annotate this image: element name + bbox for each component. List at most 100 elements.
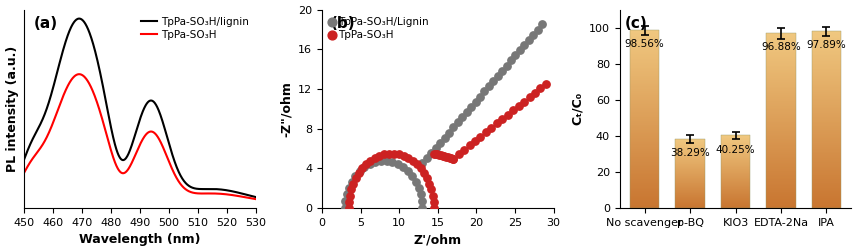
- Bar: [721, 172, 751, 173]
- Bar: [812, 205, 842, 206]
- Bar: [675, 141, 704, 142]
- Bar: [721, 170, 751, 171]
- Bar: [630, 141, 659, 142]
- Bar: [675, 203, 704, 204]
- Bar: [812, 197, 842, 198]
- TpPa-SO₃H: [440, 155, 453, 159]
- Bar: [766, 204, 796, 205]
- Bar: [721, 141, 751, 142]
- Bar: [630, 165, 659, 166]
- Bar: [766, 90, 796, 91]
- Bar: [721, 199, 751, 200]
- Bar: [812, 90, 842, 91]
- Bar: [766, 135, 796, 136]
- Bar: [766, 160, 796, 161]
- Bar: [766, 55, 796, 56]
- Bar: [812, 96, 842, 97]
- Bar: [812, 49, 842, 50]
- Bar: [675, 181, 704, 182]
- Bar: [812, 104, 842, 105]
- Bar: [766, 33, 796, 208]
- Bar: [766, 57, 796, 58]
- Bar: [721, 194, 751, 195]
- TpPa-SO₃H/Lignin: [518, 43, 531, 47]
- Bar: [812, 36, 842, 37]
- Bar: [630, 180, 659, 181]
- TpPa-SO₃H: [417, 171, 431, 175]
- Bar: [630, 163, 659, 164]
- Bar: [812, 59, 842, 60]
- Bar: [766, 183, 796, 184]
- TpPa-SO₃H: [506, 108, 520, 112]
- Bar: [721, 150, 751, 151]
- Bar: [630, 79, 659, 80]
- Bar: [766, 88, 796, 89]
- Bar: [721, 160, 751, 161]
- Bar: [721, 178, 751, 179]
- Bar: [812, 69, 842, 70]
- Bar: [630, 153, 659, 154]
- Bar: [766, 141, 796, 142]
- Text: (a): (a): [33, 16, 57, 30]
- Bar: [812, 57, 842, 58]
- TpPa-SO₃H: [352, 171, 366, 175]
- Bar: [721, 169, 751, 170]
- TpPa-SO₃H: [349, 176, 363, 180]
- Bar: [630, 171, 659, 172]
- Bar: [721, 155, 751, 156]
- Bar: [766, 109, 796, 110]
- TpPa-SO₃H: [74, 73, 84, 76]
- Bar: [630, 82, 659, 83]
- Bar: [812, 134, 842, 135]
- TpPa-SO₃H/lignin: [33, 127, 44, 130]
- TpPa-SO₃H: [368, 156, 381, 160]
- TpPa-SO₃H: [484, 126, 498, 130]
- Bar: [766, 34, 796, 35]
- Bar: [766, 40, 796, 41]
- TpPa-SO₃H/Lignin: [339, 206, 352, 210]
- Bar: [766, 65, 796, 66]
- Bar: [630, 34, 659, 35]
- Bar: [766, 125, 796, 126]
- Bar: [630, 72, 659, 73]
- Bar: [812, 130, 842, 131]
- Bar: [630, 111, 659, 112]
- Bar: [630, 187, 659, 188]
- Bar: [812, 155, 842, 156]
- Bar: [766, 150, 796, 151]
- Bar: [721, 168, 751, 169]
- Bar: [630, 56, 659, 57]
- Bar: [812, 183, 842, 184]
- Bar: [721, 137, 751, 138]
- Bar: [766, 45, 796, 46]
- Bar: [812, 132, 842, 133]
- Bar: [766, 206, 796, 207]
- Bar: [766, 60, 796, 61]
- Bar: [766, 84, 796, 85]
- TpPa-SO₃H/Lignin: [460, 110, 474, 114]
- TpPa-SO₃H/Lignin: [495, 69, 509, 73]
- Bar: [812, 167, 842, 168]
- Bar: [766, 81, 796, 82]
- TpPa-SO₃H/Lignin: [339, 199, 352, 203]
- Bar: [630, 67, 659, 68]
- Bar: [721, 186, 751, 187]
- Bar: [675, 193, 704, 194]
- Bar: [812, 111, 842, 112]
- Bar: [721, 138, 751, 139]
- Bar: [812, 158, 842, 159]
- Bar: [766, 198, 796, 199]
- Bar: [630, 60, 659, 61]
- Bar: [630, 132, 659, 133]
- Bar: [721, 163, 751, 164]
- Bar: [812, 53, 842, 54]
- Bar: [721, 154, 751, 155]
- Bar: [766, 118, 796, 119]
- Bar: [630, 109, 659, 110]
- Bar: [675, 180, 704, 181]
- Bar: [630, 154, 659, 155]
- Bar: [630, 177, 659, 178]
- Bar: [630, 156, 659, 158]
- Bar: [766, 102, 796, 103]
- Bar: [812, 71, 842, 72]
